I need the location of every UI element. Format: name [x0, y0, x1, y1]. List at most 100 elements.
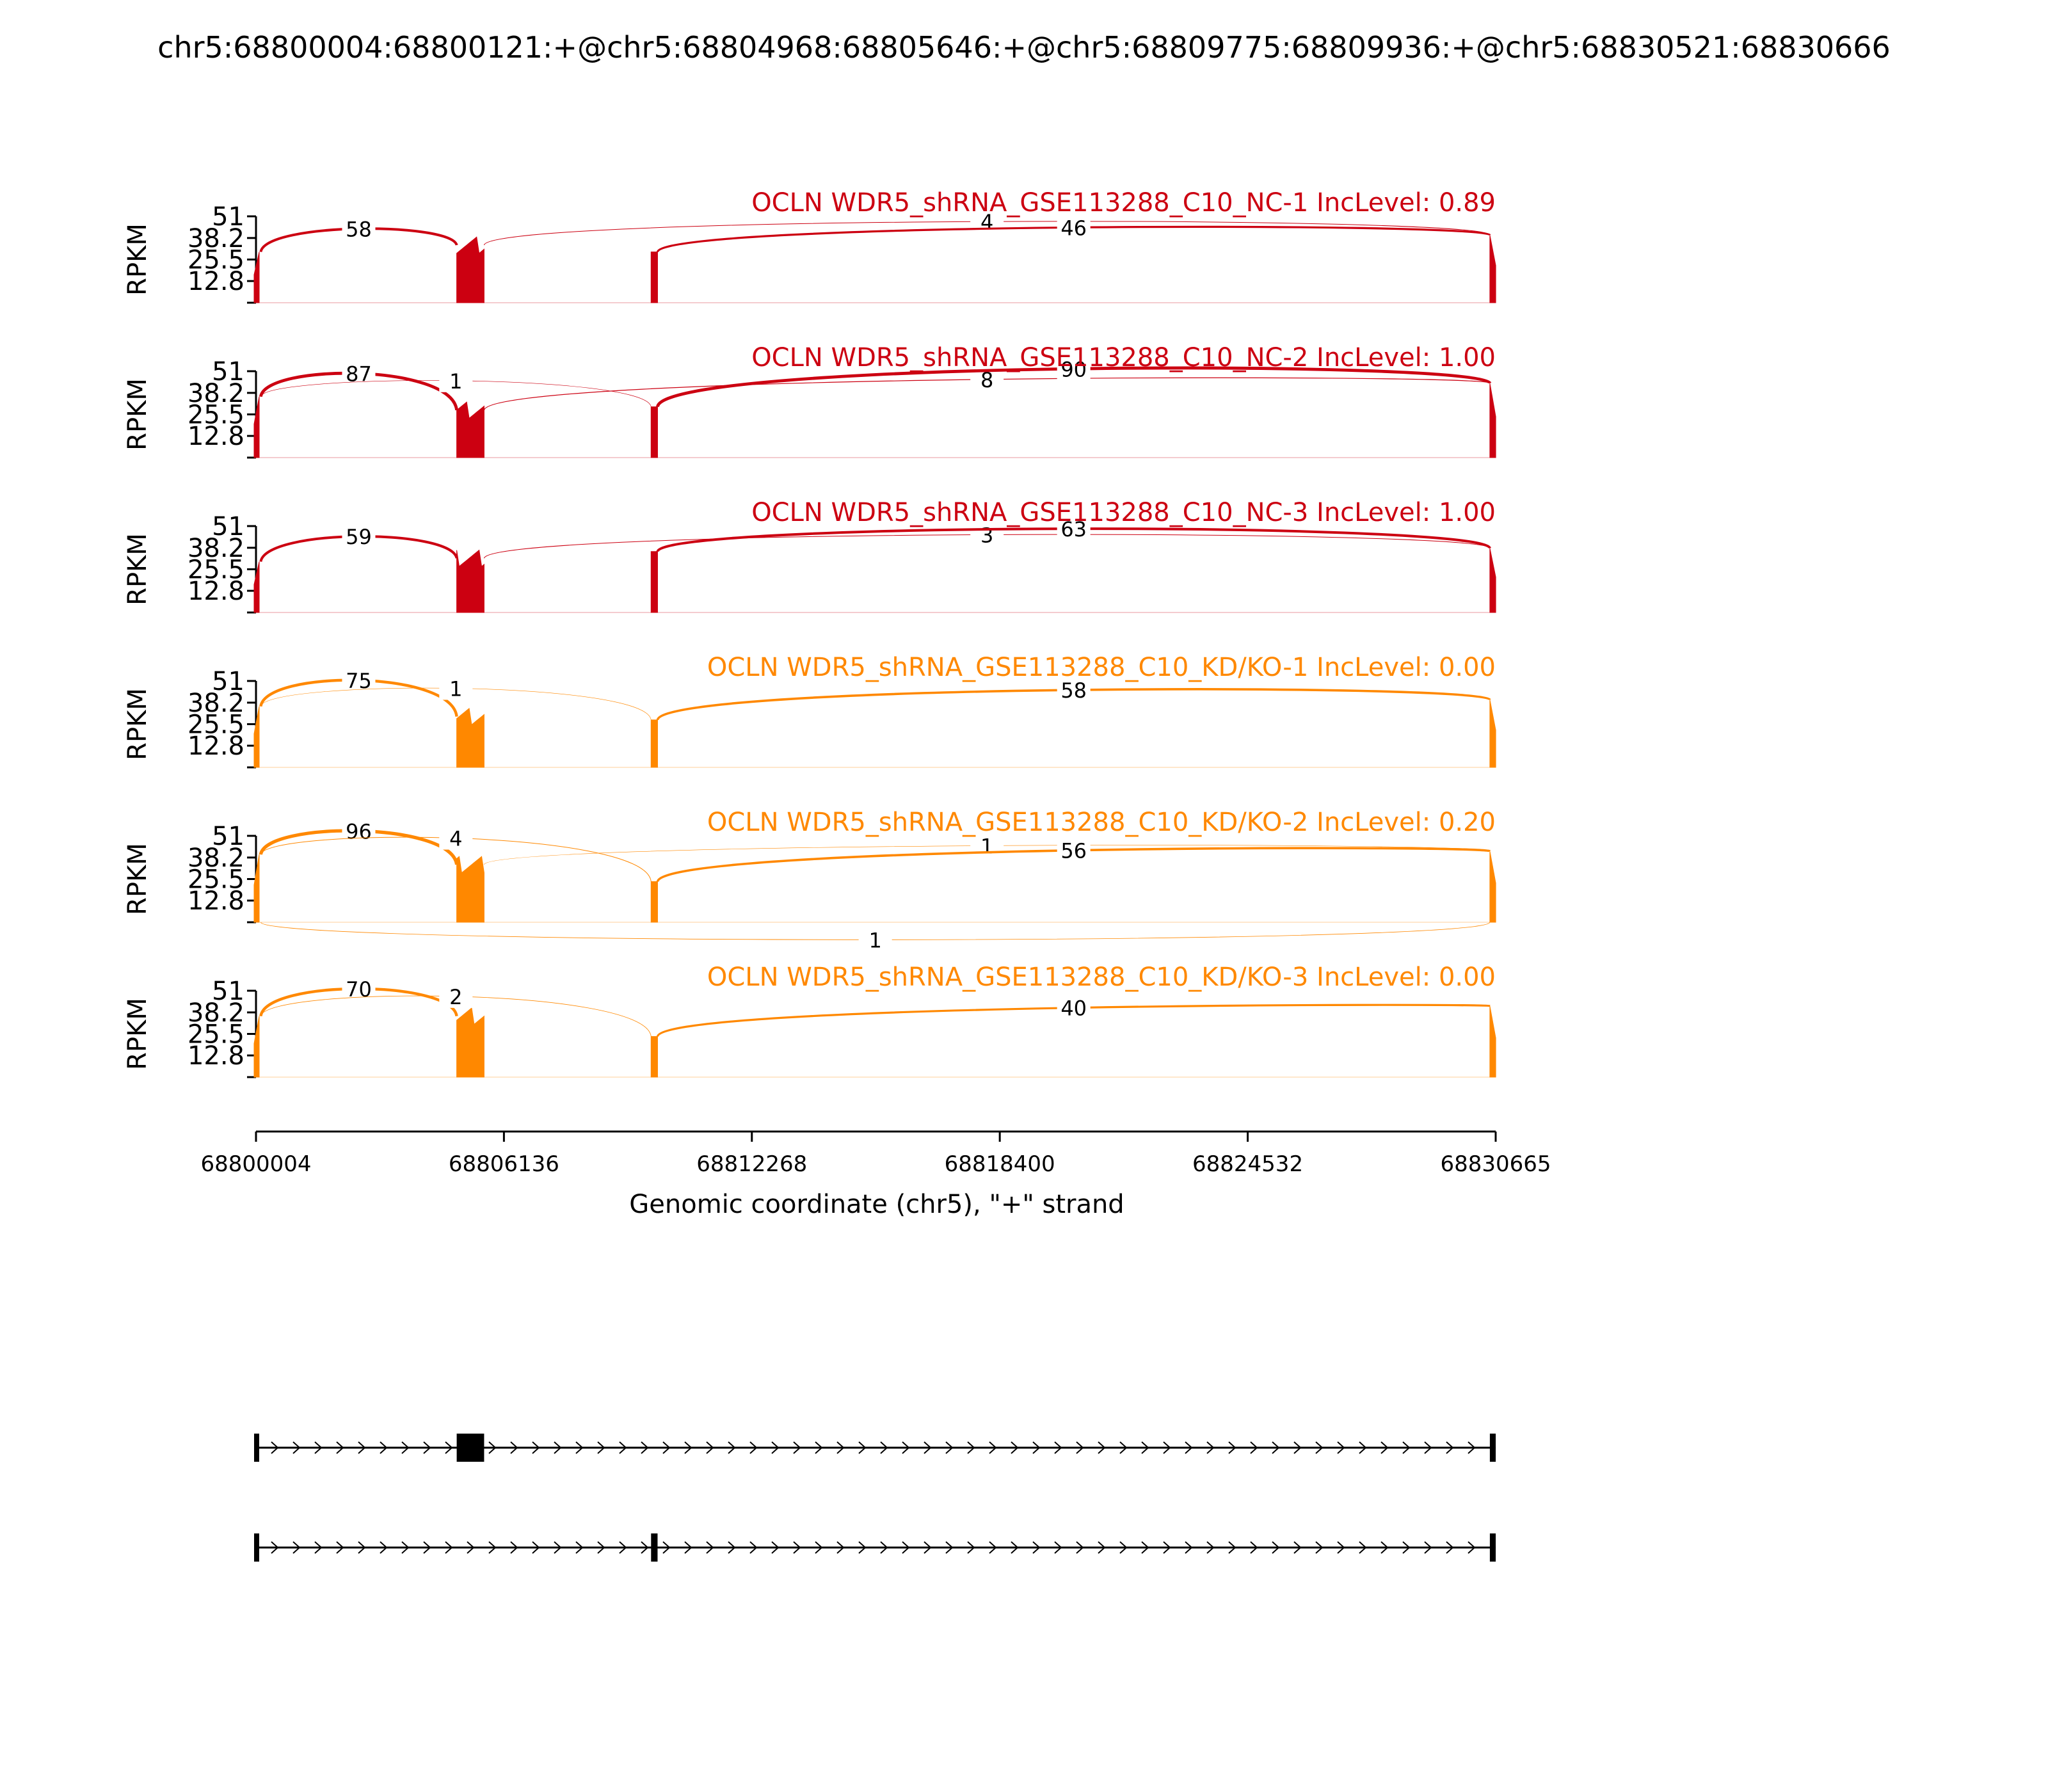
- strand-arrow: [989, 1441, 997, 1454]
- strand-arrow: [793, 1441, 801, 1454]
- strand-arrow: [728, 1541, 736, 1554]
- strand-arrow: [358, 1441, 366, 1454]
- y-tick-label: 51: [212, 202, 244, 232]
- y-tick-label: 12.8: [188, 267, 244, 296]
- junction-label-bg: [1057, 996, 1091, 1020]
- strand-arrow: [488, 1441, 497, 1454]
- coverage-exon-2: [456, 236, 484, 303]
- isoform-1: [254, 1434, 1496, 1462]
- y-tick-label: 25.5: [188, 710, 244, 740]
- coverage-exon-4: [1489, 383, 1496, 458]
- y-tick-label: 25.5: [188, 1020, 244, 1050]
- junction-label-bg: [342, 977, 376, 1000]
- strand-arrow: [488, 1541, 497, 1554]
- y-tick-label: 51: [212, 977, 244, 1006]
- track-label: OCLN WDR5_shRNA_GSE113288_C10_NC-2 IncLe…: [751, 343, 1496, 372]
- strand-arrow: [532, 1541, 540, 1554]
- strand-arrow: [749, 1541, 758, 1554]
- junction-count: 2: [449, 985, 462, 1009]
- track-label: OCLN WDR5_shRNA_GSE113288_C10_NC-1 IncLe…: [751, 188, 1496, 218]
- junction-label-bg: [1057, 838, 1091, 862]
- junction-label-bg: [342, 362, 376, 385]
- x-tick-label: 68812268: [696, 1151, 807, 1177]
- strand-arrow: [554, 1541, 562, 1554]
- strand-arrow: [771, 1541, 780, 1554]
- strand-arrow: [1163, 1541, 1171, 1554]
- exon-box: [254, 1533, 259, 1562]
- coverage-exon-2: [456, 549, 484, 613]
- strand-arrow: [1163, 1441, 1171, 1454]
- junction-count: 59: [346, 525, 372, 549]
- strand-arrow: [1119, 1541, 1128, 1554]
- junction-count: 58: [1060, 678, 1087, 703]
- strand-arrow: [1293, 1441, 1302, 1454]
- y-axis-label: RPKM: [123, 533, 152, 605]
- junction-count: 1: [449, 369, 462, 394]
- strand-arrow: [1032, 1541, 1041, 1554]
- y-axis-label: RPKM: [123, 843, 152, 915]
- coverage-exon-3: [650, 252, 658, 303]
- y-tick-label: 51: [212, 667, 244, 696]
- strand-arrow: [510, 1441, 518, 1454]
- coverage-exon-1: [253, 396, 260, 458]
- strand-arrow: [1359, 1441, 1367, 1454]
- strand-arrow: [771, 1441, 780, 1454]
- figure-title: chr5:68800004:68800121:+@chr5:68804968:6…: [157, 30, 1891, 65]
- strand-arrow: [271, 1441, 279, 1454]
- strand-arrow: [1141, 1541, 1149, 1554]
- isoform-2: [254, 1533, 1496, 1562]
- strand-arrow: [706, 1441, 714, 1454]
- strand-arrow: [1315, 1441, 1324, 1454]
- x-tick-label: 68824532: [1192, 1151, 1303, 1177]
- junction-label-bg: [439, 676, 473, 700]
- track-label: OCLN WDR5_shRNA_GSE113288_C10_KD/KO-2 In…: [707, 808, 1496, 837]
- strand-arrow: [1468, 1541, 1476, 1554]
- y-tick-label: 38.2: [188, 844, 244, 873]
- junction-count: 46: [1060, 216, 1087, 240]
- strand-arrow: [793, 1541, 801, 1554]
- x-tick-label: 68818400: [945, 1151, 1055, 1177]
- strand-arrow: [1380, 1541, 1389, 1554]
- y-tick-label: 51: [212, 357, 244, 387]
- strand-arrow: [1011, 1441, 1019, 1454]
- y-tick-label: 38.2: [188, 379, 244, 408]
- strand-arrow: [1315, 1541, 1324, 1554]
- strand-arrow: [1076, 1441, 1084, 1454]
- strand-arrow: [1228, 1441, 1236, 1454]
- strand-arrow: [1011, 1541, 1019, 1554]
- gene-model: [254, 1434, 1496, 1562]
- strand-arrow: [1206, 1541, 1215, 1554]
- coverage-exon-1: [253, 1016, 260, 1078]
- strand-arrow: [880, 1441, 888, 1454]
- y-tick-label: 25.5: [188, 865, 244, 895]
- x-tick-label: 68830665: [1440, 1151, 1551, 1177]
- strand-arrow: [445, 1541, 453, 1554]
- junction-count: 87: [346, 362, 372, 387]
- junction-label-bg: [342, 525, 376, 548]
- x-tick-label: 68800004: [200, 1151, 311, 1177]
- junction-label-bg: [1057, 357, 1091, 381]
- strand-arrow: [445, 1441, 453, 1454]
- junction-count: 40: [1060, 996, 1087, 1021]
- strand-arrow: [1468, 1441, 1476, 1454]
- strand-arrow: [292, 1441, 301, 1454]
- strand-arrow: [1185, 1541, 1193, 1554]
- strand-arrow: [1380, 1441, 1389, 1454]
- coverage-exon-2: [456, 401, 484, 458]
- y-tick-label: 25.5: [188, 556, 244, 585]
- coverage-exon-3: [650, 1036, 658, 1078]
- coverage-exon-4: [1489, 700, 1496, 768]
- strand-arrow: [967, 1441, 975, 1454]
- strand-arrow: [575, 1441, 584, 1454]
- strand-arrow: [401, 1541, 410, 1554]
- x-axis-label: Genomic coordinate (chr5), "+" strand: [629, 1190, 1124, 1219]
- strand-arrow: [510, 1541, 518, 1554]
- y-axis-label: RPKM: [123, 688, 152, 760]
- strand-arrow: [423, 1541, 431, 1554]
- strand-arrow: [945, 1541, 954, 1554]
- junction-count: 58: [346, 217, 372, 241]
- coverage-exon-4: [1489, 851, 1496, 923]
